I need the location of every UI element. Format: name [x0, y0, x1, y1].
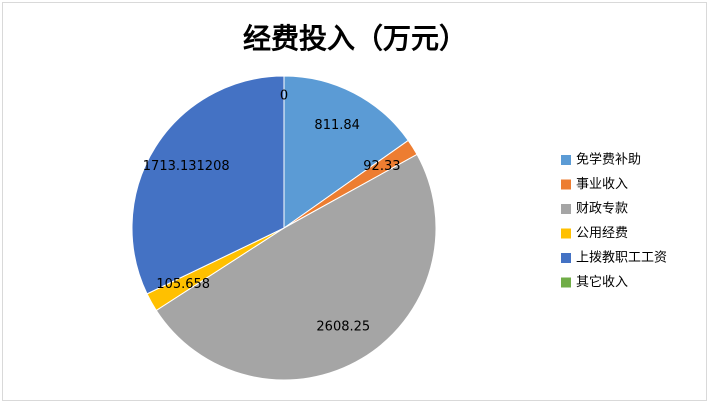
- legend-swatch: [561, 155, 571, 165]
- legend-label: 公用经费: [576, 226, 628, 241]
- data-label: 2608.25: [316, 320, 370, 335]
- legend-label: 财政专款: [576, 202, 628, 217]
- legend-swatch: [561, 253, 571, 263]
- legend-swatch: [561, 277, 571, 288]
- data-label: 811.84: [314, 118, 360, 133]
- pie-slice: [131, 75, 285, 295]
- legend-swatch: [561, 228, 571, 239]
- pie-slice: [155, 153, 437, 381]
- data-label: 105.658: [156, 277, 210, 292]
- legend-label: 免学费补助: [576, 152, 641, 168]
- legend-label: 其它收入: [576, 274, 628, 290]
- legend-label: 上拨教职工工资: [576, 250, 667, 266]
- data-label: 1713.131208: [143, 159, 230, 174]
- legend-swatch: [561, 204, 571, 214]
- data-label: 92.33: [363, 159, 400, 174]
- pie-slice: [283, 75, 409, 229]
- data-label: 0: [280, 88, 288, 103]
- legend-swatch: [561, 179, 571, 190]
- legend-label: 事业收入: [576, 177, 628, 192]
- chart-title: 经费投入（万元）: [243, 22, 467, 55]
